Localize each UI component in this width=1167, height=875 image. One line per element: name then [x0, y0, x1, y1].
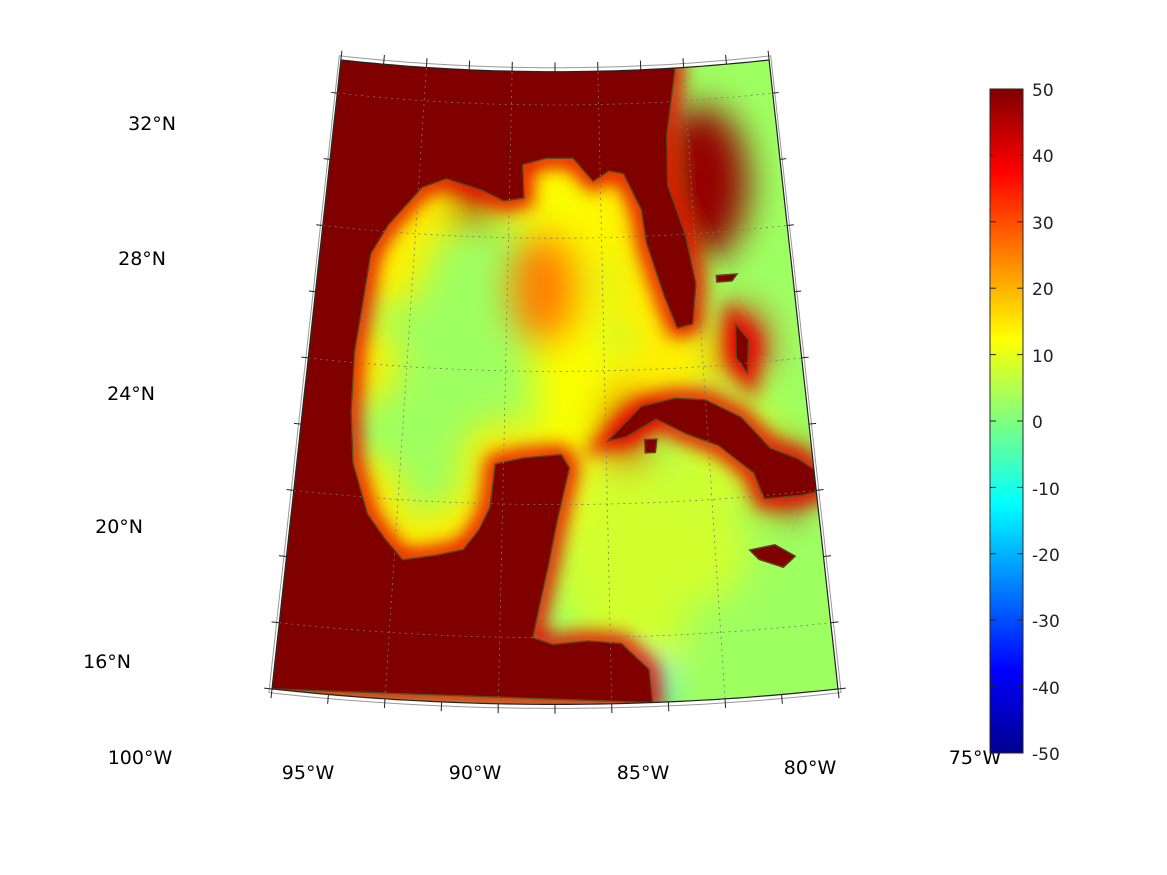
colorbar-label: 50: [1032, 81, 1054, 101]
map-area: [272, 60, 838, 705]
frame-tick: [270, 688, 273, 699]
colorbar-label: -30: [1032, 612, 1060, 632]
coastline-land-jamaica: [748, 543, 797, 569]
frame-tick: [724, 698, 727, 709]
lon-label-95w: 95°W: [282, 762, 335, 784]
lon-label-80w: 80°W: [784, 757, 837, 779]
hotspot: [509, 229, 582, 347]
frame-tick: [308, 290, 316, 293]
colorbar-label: -50: [1032, 745, 1060, 765]
frame-tick: [340, 50, 343, 61]
coastline-land-north-america: [272, 60, 697, 704]
colorbar-labels: 50 40 30 20 10 0 -10 -20 -30 -40 -50: [1032, 81, 1060, 765]
colorbar-label: -20: [1032, 546, 1060, 566]
colorbar-label: 20: [1032, 280, 1054, 300]
latitude-labels: 32°N 28°N 24°N 20°N 16°N: [83, 113, 176, 673]
colorbar-label: 0: [1032, 413, 1043, 433]
coastline-land-andros: [734, 322, 750, 376]
frame-tick: [316, 224, 323, 227]
parallel: [337, 92, 773, 106]
longitude-labels: 100°W 95°W 90°W 85°W 80°W 75°W: [108, 747, 1002, 784]
land-cuba: [608, 398, 833, 499]
frame-tick: [271, 621, 280, 624]
frame-tick: [767, 50, 770, 61]
frame-tick: [837, 688, 840, 699]
frame-tick: [682, 58, 685, 68]
colorbar-label: -10: [1032, 480, 1060, 500]
frame-tick: [787, 224, 794, 227]
frame-tick: [779, 158, 787, 160]
land-isle-of-youth: [644, 439, 657, 453]
frame-tick: [781, 694, 783, 704]
frame-tick: [327, 694, 329, 704]
frame-tick: [323, 158, 331, 160]
frame-outer: [268, 55, 842, 709]
frame-tick: [286, 489, 294, 491]
lat-label-32: 32°N: [128, 113, 176, 135]
lat-label-28: 28°N: [118, 248, 166, 270]
frame-tick: [293, 422, 302, 425]
frame-tick: [837, 687, 846, 690]
lat-label-24: 24°N: [107, 383, 155, 405]
frame-tick: [772, 91, 779, 94]
frame-tick: [331, 91, 338, 94]
frame-tick: [830, 621, 839, 624]
lon-label-75w: 75°W: [949, 747, 1002, 769]
frame-tick: [425, 58, 428, 68]
frame-tick: [808, 422, 817, 425]
frame-tick: [794, 290, 802, 293]
colorbar-label: 40: [1032, 147, 1054, 167]
map-frame: [264, 50, 846, 714]
parallel: [308, 357, 802, 372]
graticule: [272, 60, 838, 704]
colorbar: 50 40 30 20 10 0 -10 -20 -30 -40 -50: [989, 81, 1060, 765]
frame-tick: [801, 356, 809, 359]
lat-label-16: 16°N: [83, 651, 131, 673]
frame-tick: [725, 54, 727, 65]
frame-tick: [823, 555, 832, 558]
colorbar-label: -40: [1032, 679, 1060, 699]
lat-label-20: 20°N: [95, 516, 143, 538]
parallel: [279, 622, 831, 639]
field-blob: [638, 495, 749, 606]
lon-label-100w: 100°W: [108, 747, 173, 769]
colorbar-label: 30: [1032, 214, 1054, 234]
frame-tick: [816, 489, 824, 491]
frame-tick: [278, 555, 287, 558]
colorbar-label: 10: [1032, 347, 1054, 367]
coastline-land-isle-of-youth: [643, 438, 658, 454]
land-north-america: [272, 60, 696, 703]
frame-tick: [383, 698, 386, 709]
frame-tick: [301, 356, 309, 359]
lon-label-85w: 85°W: [617, 762, 670, 784]
colorbar-ticks: [990, 88, 1023, 754]
lon-label-90w: 90°W: [449, 762, 502, 784]
frame-tick: [264, 687, 273, 690]
frame-tick: [383, 54, 385, 65]
coastline-land-grand-bahama: [715, 273, 739, 283]
